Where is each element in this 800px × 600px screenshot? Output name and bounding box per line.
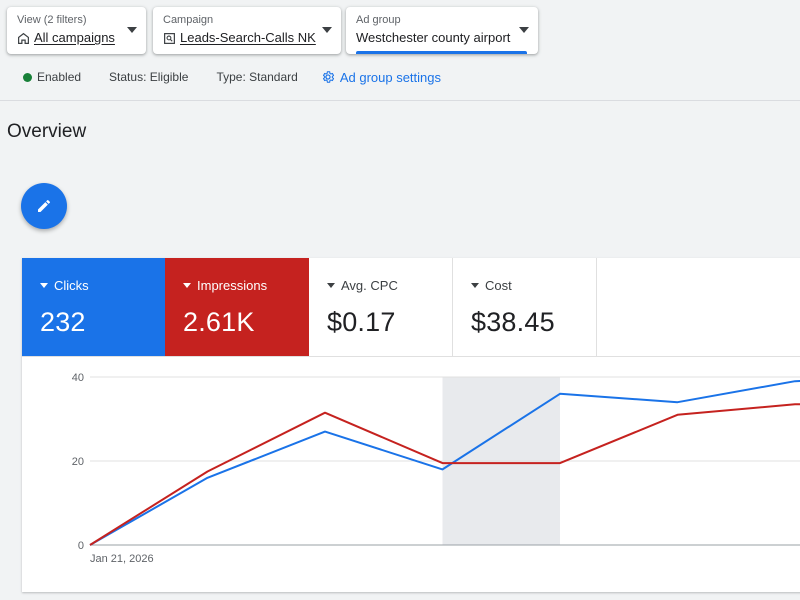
gear-icon (322, 71, 334, 83)
metric-label: Avg. CPC (341, 278, 398, 293)
chevron-down-icon[interactable] (519, 27, 529, 33)
header-divider (0, 100, 800, 101)
metric-clicks[interactable]: Clicks 232 (22, 258, 166, 356)
metric-value: $38.45 (471, 307, 555, 337)
home-icon (18, 32, 29, 44)
campaign-selector-value[interactable]: Leads-Search-Calls NK (180, 30, 316, 45)
impressions-series-line (89, 403, 800, 546)
y-tick-label: 0 (78, 540, 84, 552)
metric-cost[interactable]: Cost $38.45 (453, 258, 597, 356)
ad-group-settings-label[interactable]: Ad group settings (339, 69, 442, 85)
ad-group-selector[interactable]: Ad group Westchester county airport (346, 7, 538, 54)
view-selector-value[interactable]: All campaigns (34, 30, 115, 45)
view-selector-label: View (2 filters) (17, 14, 87, 26)
ad-group-selector-value[interactable]: Westchester county airport (356, 30, 511, 45)
edit-button[interactable] (21, 183, 67, 229)
performance-card: Clicks 232 Impressions 2.61K Avg. CPC $0… (22, 258, 800, 592)
view-selector[interactable]: View (2 filters) All campaigns (7, 7, 146, 54)
x-tick-label: Jan 21, 2026 (90, 553, 154, 565)
ad-group-type: Type: Standard (216, 70, 298, 84)
ad-group-selector-label: Ad group (356, 14, 401, 26)
caret-down-icon[interactable] (40, 283, 48, 288)
caret-down-icon[interactable] (327, 283, 335, 288)
status-row: Enabled Status: Eligible Type: Standard … (23, 68, 441, 86)
y-tick-label: 20 (72, 456, 84, 468)
metric-value: 2.61K (183, 307, 255, 337)
metric-value: $0.17 (327, 307, 396, 337)
active-indicator (356, 51, 527, 54)
y-tick-label: 40 (72, 372, 84, 384)
ad-group-settings-link[interactable]: Ad group settings (321, 70, 441, 85)
metric-value: 232 (40, 307, 86, 337)
enabled-status-dot-icon (23, 72, 32, 82)
metric-label: Impressions (197, 278, 268, 293)
metric-label: Clicks (54, 278, 89, 293)
pencil-icon (38, 199, 50, 212)
campaign-selector-label: Campaign (163, 14, 214, 26)
metric-impressions[interactable]: Impressions 2.61K (165, 258, 309, 356)
eligibility-status: Status: Eligible (109, 70, 189, 84)
clicks-series-line (89, 380, 800, 546)
metric-avg-cpc[interactable]: Avg. CPC $0.17 (309, 258, 453, 356)
caret-down-icon[interactable] (183, 283, 191, 288)
campaign-selector[interactable]: Campaign Leads-Search-Calls NK (153, 7, 341, 54)
search-campaign-icon (164, 32, 175, 44)
caret-down-icon[interactable] (471, 283, 479, 288)
page-title: Overview (7, 121, 87, 142)
metrics-divider (22, 356, 800, 357)
performance-chart: 0 20 40 Jan 21, 2026 (72, 372, 800, 565)
metric-label: Cost (485, 278, 512, 293)
chevron-down-icon[interactable] (322, 27, 332, 33)
enabled-status: Enabled (37, 70, 82, 84)
chevron-down-icon[interactable] (127, 27, 137, 33)
